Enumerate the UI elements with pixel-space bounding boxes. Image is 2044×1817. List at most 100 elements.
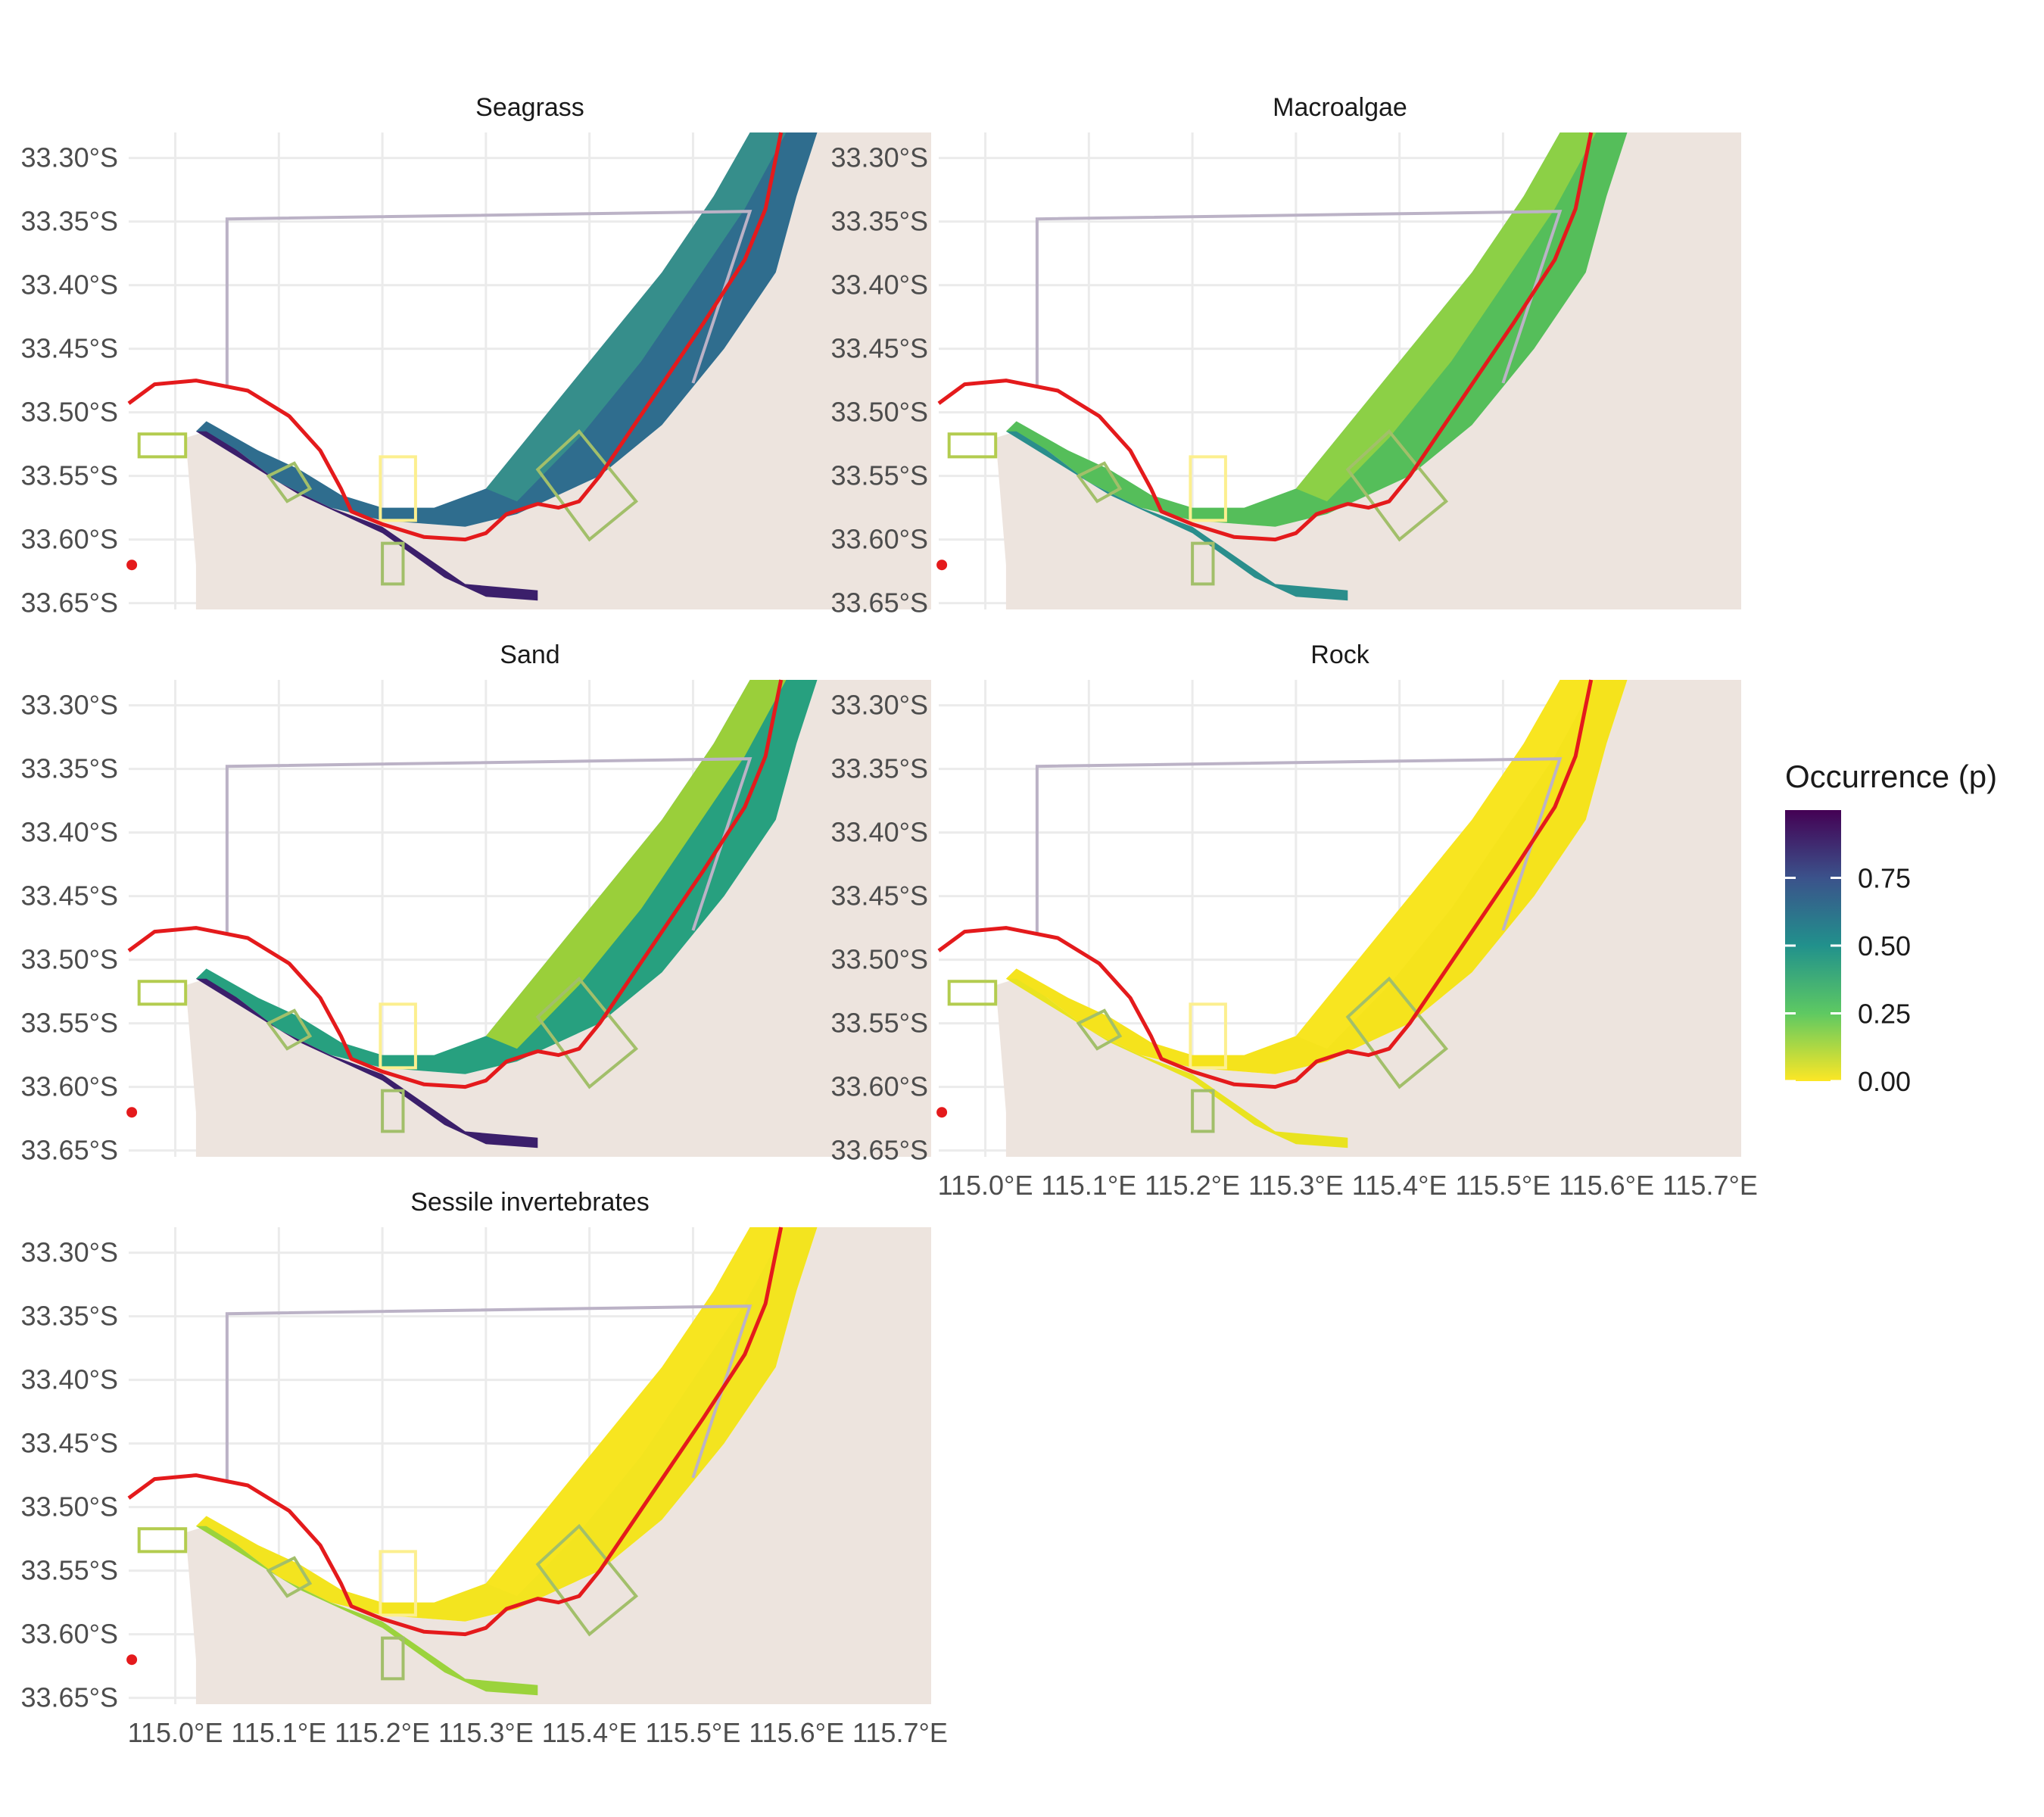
facet-panels: Seagrass Macroalgae Sand Rock Sessile invert… <box>126 93 1741 1704</box>
small-zone-outline <box>1191 1089 1215 1133</box>
x-tick-label: 115.0°E <box>128 1717 223 1748</box>
marine-park-boundary-line <box>127 132 784 542</box>
y-tick-label: 33.35°S <box>21 206 119 237</box>
special-purpose-zone-outline <box>379 455 417 522</box>
y-tick-label: 33.30°S <box>21 1237 119 1268</box>
facet-panel: Macroalgae <box>936 93 1741 609</box>
y-tick-label: 33.40°S <box>21 270 119 301</box>
land-mass <box>185 680 931 1157</box>
sanctuary-zone-outline <box>535 429 639 542</box>
facet-title: Seagrass <box>475 93 584 122</box>
y-tick-label: 33.30°S <box>21 142 119 173</box>
red-marker <box>126 559 138 571</box>
small-zone-outline <box>1191 541 1215 586</box>
sanctuary-zone-outline <box>266 461 313 503</box>
marine-park-boundary-line <box>937 679 1594 1089</box>
y-tick-label: 33.40°S <box>21 1364 119 1395</box>
y-tick-label: 33.50°S <box>831 944 929 975</box>
x-tick-label: 115.5°E <box>1456 1170 1551 1201</box>
x-tick-label: 115.4°E <box>542 1717 637 1748</box>
y-tick-label: 33.65°S <box>21 1682 119 1713</box>
y-tick-label: 33.40°S <box>831 817 929 848</box>
red-marker <box>126 1654 138 1666</box>
y-tick-label: 33.55°S <box>21 1555 119 1586</box>
offshore-occurrence-band <box>485 1227 787 1597</box>
x-tick-label: 115.6°E <box>749 1717 844 1748</box>
y-tick-label: 33.65°S <box>21 1135 119 1166</box>
y-tick-label: 33.35°S <box>21 753 119 784</box>
marine-park-boundary-line <box>127 1226 784 1637</box>
facet-title: Sand <box>500 640 559 669</box>
y-tick-label: 33.35°S <box>831 753 929 784</box>
x-tick-label: 115.0°E <box>938 1170 1033 1201</box>
special-purpose-zone-outline <box>379 1002 417 1070</box>
x-tick-label: 115.2°E <box>1145 1170 1240 1201</box>
legend: Occurrence (p) 0.75 0.50 0.25 0.00 <box>1785 759 1997 1097</box>
sanctuary-zone-outline <box>137 980 188 1006</box>
legend-tick-label: 0.75 <box>1858 863 1911 894</box>
facet-title: Sessile invertebrates <box>410 1188 650 1217</box>
x-tick-label: 115.1°E <box>231 1717 326 1748</box>
x-tick-label: 115.5°E <box>646 1717 741 1748</box>
red-marker <box>126 1107 138 1118</box>
y-tick-label: 33.55°S <box>831 1008 929 1039</box>
special-purpose-zone-outline <box>1189 455 1227 522</box>
land-mass <box>996 680 1741 1157</box>
nearshore-occurrence-band <box>1005 431 1348 601</box>
small-zone-outline <box>381 541 405 586</box>
facet-title: Rock <box>1310 640 1369 669</box>
land-mass <box>185 132 931 609</box>
axes: 33.30°S 33.35°S 33.40°S 33.45°S 33.50°S 33.55… <box>21 142 1758 1748</box>
x-tick-label: 115.2°E <box>335 1717 430 1748</box>
land-mass <box>996 132 1741 609</box>
x-tick-label: 115.7°E <box>852 1717 948 1748</box>
y-tick-label: 33.45°S <box>21 333 119 364</box>
x-tick-label: 115.4°E <box>1352 1170 1447 1201</box>
y-tick-label: 33.50°S <box>21 944 119 975</box>
nearshore-occurrence-band <box>195 978 538 1148</box>
y-tick-label: 33.50°S <box>831 397 929 428</box>
legend-tick-label: 0.25 <box>1858 999 1911 1030</box>
x-tick-label: 115.3°E <box>438 1717 534 1748</box>
small-zone-outline <box>381 1089 405 1133</box>
y-tick-label: 33.45°S <box>831 333 929 364</box>
y-tick-label: 33.40°S <box>21 817 119 848</box>
facet-title: Macroalgae <box>1273 93 1407 122</box>
y-tick-label: 33.45°S <box>21 880 119 912</box>
y-tick-label: 33.60°S <box>21 524 119 555</box>
sanctuary-zone-outline <box>1345 429 1449 542</box>
facet-panel: Seagrass <box>126 93 931 609</box>
land-mass <box>185 1227 931 1704</box>
facet-panel: Sand <box>126 640 931 1157</box>
nearshore-occurrence-band <box>1005 978 1348 1148</box>
legend-tick-label: 0.50 <box>1858 930 1911 961</box>
y-tick-label: 33.50°S <box>21 397 119 428</box>
y-tick-label: 33.65°S <box>21 587 119 619</box>
y-tick-label: 33.60°S <box>21 1619 119 1650</box>
sanctuary-zone-outline <box>947 980 998 1006</box>
offshore-occurrence-band <box>1295 680 1597 1049</box>
nearshore-occurrence-band <box>195 431 538 601</box>
sanctuary-zone-outline <box>266 1556 313 1598</box>
special-purpose-zone-outline <box>1189 1002 1227 1070</box>
y-tick-label: 33.65°S <box>831 587 929 619</box>
sanctuary-zone-outline <box>1076 461 1123 503</box>
red-marker <box>936 559 948 571</box>
facet-panel: Rock <box>936 640 1741 1157</box>
y-tick-label: 33.30°S <box>831 690 929 721</box>
legend-title: Occurrence (p) <box>1785 759 1997 794</box>
y-tick-label: 33.60°S <box>831 1071 929 1102</box>
marine-park-boundary-line <box>127 679 784 1089</box>
sanctuary-zone-outline <box>535 1523 639 1637</box>
y-tick-label: 33.65°S <box>831 1135 929 1166</box>
y-tick-label: 33.35°S <box>831 206 929 237</box>
y-tick-label: 33.35°S <box>21 1301 119 1332</box>
offshore-occurrence-band <box>485 132 787 502</box>
x-tick-label: 115.7°E <box>1662 1170 1758 1201</box>
y-tick-label: 33.50°S <box>21 1491 119 1522</box>
facet-panel: Sessile invertebrates <box>126 1188 931 1704</box>
y-tick-label: 33.55°S <box>21 1008 119 1039</box>
legend-ticks: 0.75 0.50 0.25 0.00 <box>1785 863 1911 1097</box>
y-tick-label: 33.55°S <box>21 460 119 491</box>
